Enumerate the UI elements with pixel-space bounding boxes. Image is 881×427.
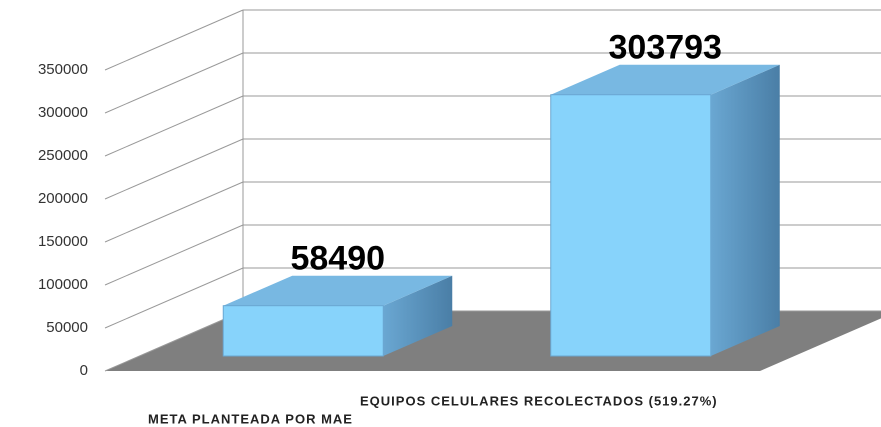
- bar-side: [383, 275, 453, 356]
- value-label: 303793: [609, 29, 722, 67]
- y-tick-label: 150000: [38, 233, 88, 250]
- grid-line: [104, 9, 244, 71]
- grid-line: [104, 310, 244, 372]
- y-tick-label: 50000: [46, 319, 88, 336]
- grid-line: [104, 224, 244, 286]
- grid-line: [104, 267, 244, 329]
- x-tick-label: META PLANTEADA POR MAE: [148, 411, 353, 426]
- grid-line: [104, 52, 244, 114]
- bar: [550, 94, 712, 357]
- y-tick-label: 100000: [38, 276, 88, 293]
- bar: [222, 305, 384, 357]
- y-tick-label: 300000: [38, 104, 88, 121]
- value-label: 58490: [290, 240, 385, 278]
- y-tick-label: 200000: [38, 190, 88, 207]
- y-tick-label: 0: [80, 362, 88, 379]
- bar-side: [710, 64, 780, 356]
- grid-line: [104, 181, 244, 243]
- y-tick-label: 250000: [38, 147, 88, 164]
- bar-top: [223, 275, 453, 306]
- grid-line: [104, 138, 244, 200]
- bar-top: [550, 64, 780, 95]
- x-tick-label: EQUIPOS CELULARES RECOLECTADOS (519.27%): [360, 393, 718, 408]
- grid-line: [104, 95, 244, 157]
- y-tick-label: 350000: [38, 61, 88, 78]
